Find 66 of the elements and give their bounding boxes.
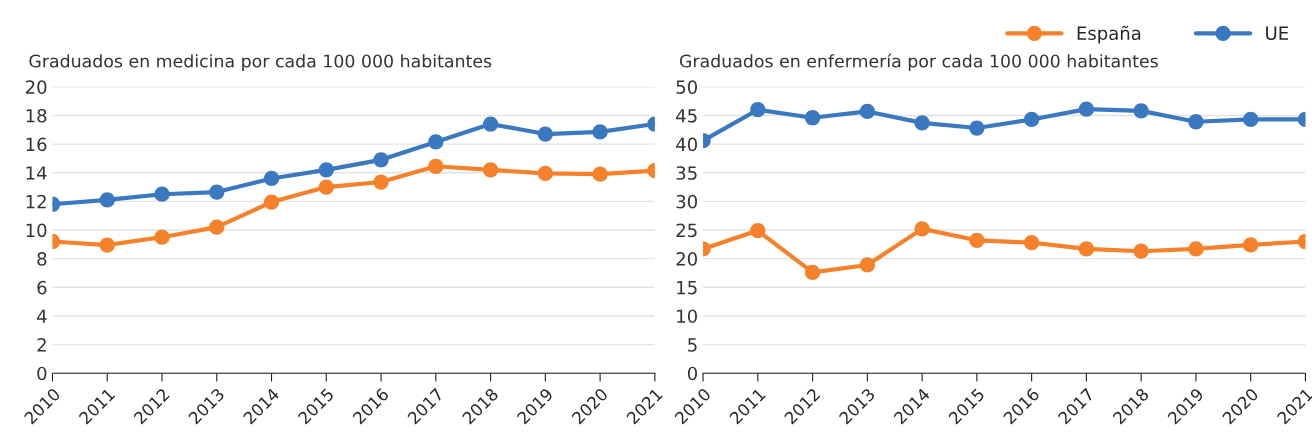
point bbox=[914, 221, 930, 237]
point bbox=[537, 165, 553, 182]
point bbox=[428, 158, 444, 174]
point bbox=[263, 194, 280, 210]
point bbox=[1243, 237, 1259, 253]
point bbox=[969, 120, 985, 136]
y-tick-label: 4 bbox=[37, 309, 47, 323]
point bbox=[750, 102, 766, 118]
point bbox=[1133, 243, 1149, 259]
point bbox=[1133, 103, 1149, 119]
point bbox=[537, 126, 553, 142]
y-tick-label: 18 bbox=[26, 108, 47, 123]
point bbox=[1023, 234, 1040, 251]
point bbox=[969, 232, 985, 248]
point bbox=[154, 229, 170, 245]
chart-title: Graduados en medicina por cada 100 000 habitantes bbox=[29, 54, 492, 71]
y-tick-label: 16 bbox=[26, 137, 47, 152]
y-tick-label: 10 bbox=[26, 223, 47, 238]
point bbox=[1023, 111, 1040, 128]
point bbox=[318, 179, 334, 195]
y-tick-label: 45 bbox=[676, 109, 697, 123]
point bbox=[1078, 101, 1095, 117]
legend-label: España bbox=[1077, 25, 1141, 44]
point bbox=[592, 166, 608, 182]
y-tick-label: 12 bbox=[26, 194, 46, 209]
y-tick-label: 10 bbox=[677, 309, 697, 324]
point bbox=[209, 219, 225, 235]
point bbox=[1243, 111, 1259, 128]
y-tick-label: 25 bbox=[676, 223, 697, 238]
point bbox=[859, 257, 875, 273]
y-tick-label: 20 bbox=[676, 252, 697, 266]
y-tick-label: 20 bbox=[25, 80, 47, 94]
point bbox=[99, 192, 115, 208]
y-tick-label: 40 bbox=[676, 137, 697, 152]
point bbox=[804, 264, 821, 281]
point bbox=[482, 162, 499, 178]
y-tick-label: 30 bbox=[676, 194, 697, 209]
point bbox=[209, 184, 225, 200]
y-tick-label: 15 bbox=[677, 281, 697, 295]
y-tick-label: 2 bbox=[37, 338, 46, 352]
point bbox=[428, 134, 444, 150]
point bbox=[263, 170, 280, 187]
y-tick-label: 5 bbox=[688, 338, 697, 352]
y-tick-label: 14 bbox=[26, 166, 47, 180]
point bbox=[592, 124, 608, 140]
y-tick-label: 0 bbox=[687, 366, 697, 381]
point bbox=[750, 222, 766, 239]
y-tick-label: 50 bbox=[676, 80, 697, 94]
point bbox=[804, 110, 821, 126]
point bbox=[373, 152, 389, 168]
point bbox=[318, 162, 334, 178]
legend-label: UE bbox=[1266, 26, 1289, 40]
y-tick-label: 8 bbox=[37, 252, 47, 266]
y-tick-label: 0 bbox=[37, 366, 47, 381]
point bbox=[1188, 114, 1204, 130]
point bbox=[154, 186, 170, 202]
y-tick-label: 35 bbox=[676, 166, 697, 180]
chart-title: Graduados en enfermería por cada 100 000 habitantes bbox=[679, 53, 1158, 71]
point bbox=[1078, 241, 1095, 257]
point bbox=[99, 237, 115, 253]
point bbox=[482, 116, 499, 132]
point bbox=[859, 103, 875, 120]
y-tick-label: 6 bbox=[37, 280, 47, 295]
point bbox=[373, 174, 389, 190]
point bbox=[914, 115, 930, 131]
point bbox=[1188, 241, 1204, 257]
